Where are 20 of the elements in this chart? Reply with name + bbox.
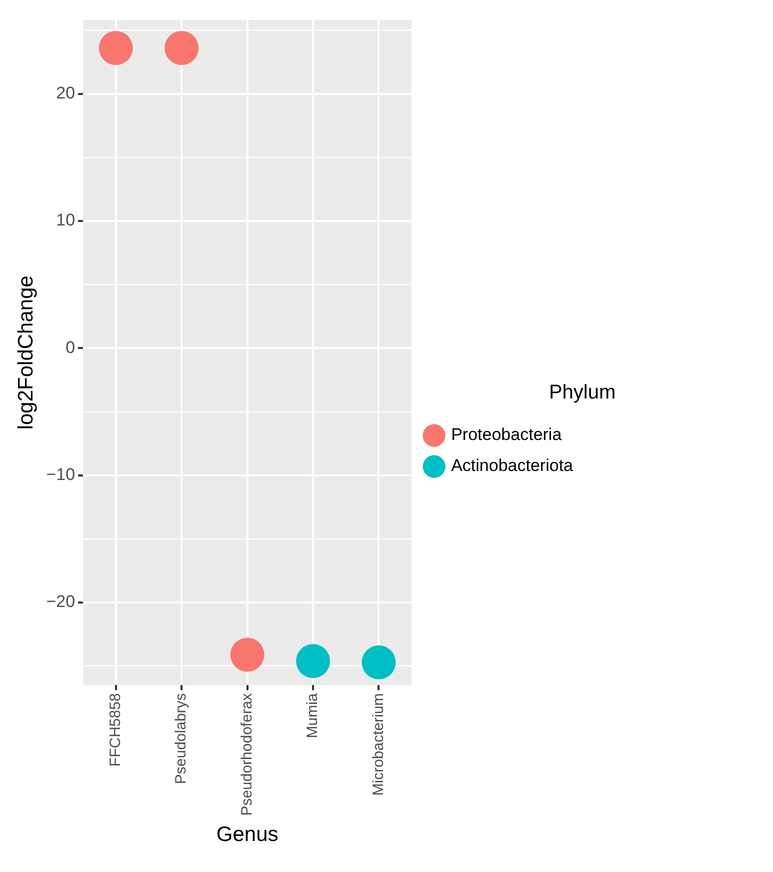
x-tick-label: Pseudolabrys <box>172 693 190 784</box>
point <box>230 638 264 672</box>
y-axis-title: log2FoldChange <box>14 276 38 430</box>
legend-label: Actinobacteriota <box>451 456 574 476</box>
y-tick-label: 20 <box>56 83 76 102</box>
y-tick-label: 10 <box>56 210 76 230</box>
y-tick-label: −10 <box>46 465 76 484</box>
point <box>296 644 330 678</box>
legend-label: Proteobacteria <box>451 425 562 444</box>
point <box>98 30 133 65</box>
x-tick-label: FFCH5858 <box>107 693 124 767</box>
x-axis-title: Genus <box>216 823 278 846</box>
x-tick-label: Pseudorhodoferax <box>238 692 256 816</box>
y-tick-label: 0 <box>66 338 76 357</box>
y-tick-label: −20 <box>46 592 76 612</box>
x-tick-label: Mumia <box>304 692 322 738</box>
legend-title: Phylum <box>548 382 616 404</box>
point <box>164 30 199 65</box>
x-tick-label: Microbacterium <box>370 693 387 796</box>
point <box>362 645 396 680</box>
